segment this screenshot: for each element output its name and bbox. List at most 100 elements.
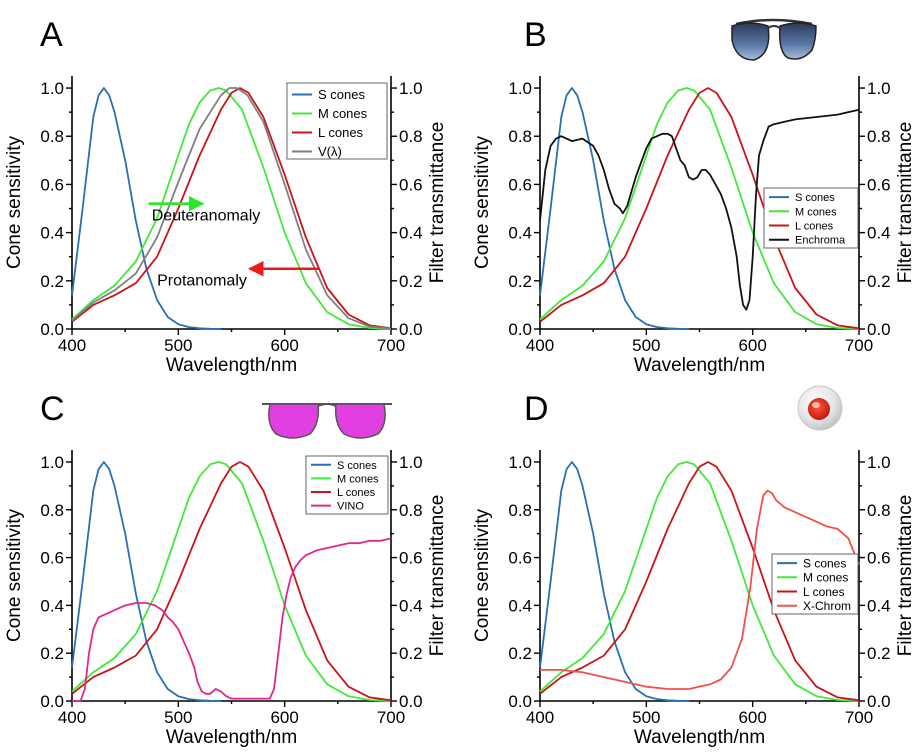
y-tick-label-right: 0.8 xyxy=(399,127,423,146)
y-tick-label-left: 0.8 xyxy=(508,501,532,520)
legend-label-l-cones: L cones xyxy=(803,585,845,599)
x-tick-label: 600 xyxy=(270,708,298,727)
panel-letter-d: D xyxy=(524,390,549,428)
y-tick-label-right: 0.4 xyxy=(399,596,423,615)
x-tick-label: 400 xyxy=(58,336,86,355)
y-tick-label-right: 0.8 xyxy=(867,501,891,520)
red-contact-lens-icon xyxy=(797,385,843,431)
y-tick-label-right: 1.0 xyxy=(867,453,891,472)
legend-label-s-cones: S cones xyxy=(795,192,835,204)
x-tick-label: 500 xyxy=(632,336,660,355)
legend-box xyxy=(286,82,388,160)
y-tick-label-right: 0.8 xyxy=(867,127,891,146)
y-tick-label-left: 0.2 xyxy=(40,644,64,663)
series-m-cones-line xyxy=(71,461,392,702)
legend-label-m-cones: M cones xyxy=(318,106,368,121)
y-tick-label-left: 0.4 xyxy=(508,224,532,243)
y-tick-label-right: 0.2 xyxy=(399,272,423,291)
x-tick-label: 700 xyxy=(377,708,405,727)
legend-label-l-cones: L cones xyxy=(337,487,376,499)
y-tick-label-left: 0.6 xyxy=(40,549,64,568)
y-tick-label-right: 0.8 xyxy=(399,501,423,520)
y-tick-label-right: 0.6 xyxy=(867,175,891,194)
y2-axis-label: Filter transmittance xyxy=(427,122,448,284)
x-tick-label: 600 xyxy=(738,336,766,355)
panel-letter-a: A xyxy=(40,16,63,54)
x-tick-label: 500 xyxy=(164,708,192,727)
y-tick-label-left: 1.0 xyxy=(508,453,532,472)
y-tick-label-left: 0.8 xyxy=(40,501,64,520)
legend-label-v: V(λ) xyxy=(318,144,342,159)
series-s-cones-line xyxy=(71,87,221,330)
x-tick-label: 700 xyxy=(377,336,405,355)
x-tick-label: 400 xyxy=(58,708,86,727)
legend-label-s-cones: S cones xyxy=(803,556,846,570)
y-tick-label-right: 0.0 xyxy=(867,692,891,711)
y-tick-label-right: 0.6 xyxy=(867,549,891,568)
legend: S cones M cones L cones Enchroma xyxy=(763,187,859,249)
y-axis-label: Cone sensitivity xyxy=(4,508,25,642)
y-tick-label-right: 0.2 xyxy=(867,272,891,291)
y-tick-label-left: 0.0 xyxy=(508,692,532,711)
series-s-cones-line xyxy=(539,461,689,702)
y-tick-label-left: 1.0 xyxy=(40,453,64,472)
series-l-cones-line xyxy=(71,87,392,330)
x-axis-label: Wavelength/nm xyxy=(166,727,297,748)
protanomaly-label: Protanomaly xyxy=(157,273,247,290)
deuteranomaly-label: Deuteranomaly xyxy=(152,208,261,225)
y2-axis-label: Filter transmittance xyxy=(895,495,916,657)
series-l-cones-line xyxy=(539,87,860,330)
y-tick-label-left: 1.0 xyxy=(40,79,64,98)
x-tick-label: 400 xyxy=(526,708,554,727)
y-tick-label-right: 0.0 xyxy=(399,692,423,711)
y-axis-label: Cone sensitivity xyxy=(4,135,25,269)
y-tick-label-left: 0.4 xyxy=(508,596,532,615)
series-m-cones-line xyxy=(539,461,860,702)
legend-label-l-cones: L cones xyxy=(795,220,834,232)
y-tick-label-left: 0.2 xyxy=(508,272,532,291)
y2-axis-label: Filter transmittance xyxy=(895,122,916,284)
legend-label-l-cones: L cones xyxy=(318,125,364,140)
y-tick-label-left: 0.4 xyxy=(40,224,64,243)
y-tick-label-right: 0.2 xyxy=(399,644,423,663)
y-tick-label-left: 0.6 xyxy=(40,175,64,194)
y-axis-label: Cone sensitivity xyxy=(472,508,493,642)
y-tick-label-left: 0.4 xyxy=(40,596,64,615)
y-tick-label-right: 0.2 xyxy=(867,644,891,663)
legend-label-s-cones: S cones xyxy=(318,87,365,102)
series-x-chrom-line xyxy=(540,489,860,690)
y-tick-label-right: 1.0 xyxy=(399,453,423,472)
y-tick-label-left: 0.6 xyxy=(508,549,532,568)
y2-axis-label: Filter transmittance xyxy=(427,495,448,657)
panel-letter-c: C xyxy=(40,390,65,428)
series-m-cones-line xyxy=(539,87,860,330)
legend-label-x-chrom: X-Chrom xyxy=(803,599,851,613)
series-vino-line xyxy=(72,537,392,702)
y-tick-label-left: 0.8 xyxy=(508,127,532,146)
legend-label-s-cones: S cones xyxy=(337,460,377,472)
series-l-cones-line xyxy=(71,461,392,702)
legend: S cones M cones L cones V(λ) xyxy=(286,82,388,160)
x-tick-label: 500 xyxy=(632,708,660,727)
x-tick-label: 700 xyxy=(845,708,873,727)
y-tick-label-right: 0.6 xyxy=(399,549,423,568)
panel-letter-b: B xyxy=(524,16,547,54)
x-axis-label: Wavelength/nm xyxy=(634,727,765,748)
series-s-cones-line xyxy=(71,461,221,702)
y-tick-label-right: 0.0 xyxy=(399,320,423,339)
y-tick-label-left: 0.2 xyxy=(508,644,532,663)
x-tick-label: 600 xyxy=(270,336,298,355)
x-tick-label: 600 xyxy=(738,708,766,727)
y-tick-label-left: 0.8 xyxy=(40,127,64,146)
y-tick-label-left: 1.0 xyxy=(508,79,532,98)
